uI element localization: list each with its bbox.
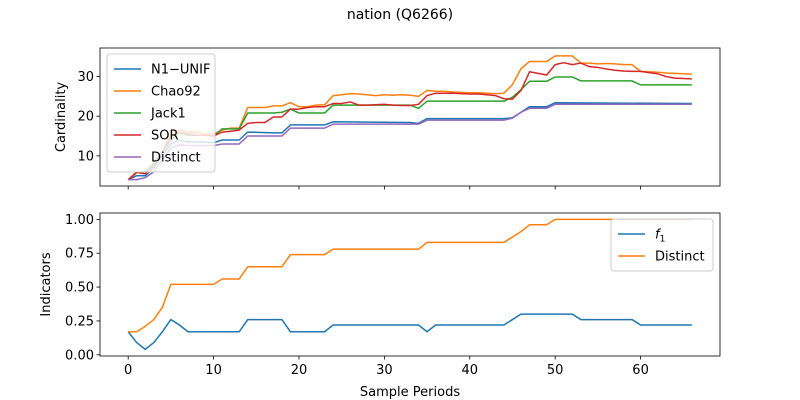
panel-cardinality: 10 20 30 Cardinality N1−UNIF Chao92 Jack1 SOR Di… [54, 47, 721, 190]
y-axis-label: Cardinality [54, 82, 69, 153]
y-tick-label: 0.50 [65, 281, 94, 296]
series-line-chao92 [127, 55, 692, 181]
axes-frame [99, 47, 721, 187]
legend-label: f1 [655, 228, 665, 245]
x-tick-label: 20 [291, 363, 308, 378]
y-tick-label: 30 [77, 70, 94, 85]
y-tick-label: 1.00 [65, 213, 94, 228]
y-tick-label: 0.25 [65, 314, 94, 329]
series-group [127, 218, 692, 351]
y-tick-label: 10 [77, 149, 94, 164]
y-axis-label: Indicators [39, 252, 54, 316]
legend-label: Chao92 [151, 85, 201, 100]
x-tick-label: 60 [632, 363, 649, 378]
x-tick-label: 30 [376, 363, 393, 378]
series-line-f-1 [127, 313, 692, 351]
x-tick-label: 10 [205, 363, 222, 378]
x-tick-label: 40 [462, 363, 479, 378]
axes-frame [99, 212, 721, 357]
series-line-sor [127, 61, 692, 181]
legend-label: Jack1 [150, 107, 186, 122]
y-tick-label: 0.75 [65, 247, 94, 262]
legend-label: SOR [151, 129, 179, 144]
legend-box [106, 53, 216, 173]
legend-label: Distinct [655, 250, 705, 265]
figure-title: nation (Q6266) [347, 7, 453, 23]
y-tick-label: 20 [77, 110, 94, 125]
y-tick-label: 0.00 [65, 348, 94, 363]
x-tick-label: 50 [547, 363, 564, 378]
x-axis-label: Sample Periods [360, 385, 460, 400]
x-tick-label: 0 [124, 363, 132, 378]
legend: N1−UNIF Chao92 Jack1 SOR Distinct [106, 53, 216, 173]
series-line-distinct [128, 218, 692, 333]
legend: f1 Distinct [610, 218, 714, 272]
legend-label: N1−UNIF [151, 63, 210, 78]
legend-box [610, 218, 714, 272]
legend-label: Distinct [151, 151, 201, 166]
panel-indicators: 0.00 0.25 0.50 0.75 1.00 0 10 20 30 40 50 60 Indicat… [39, 212, 721, 400]
